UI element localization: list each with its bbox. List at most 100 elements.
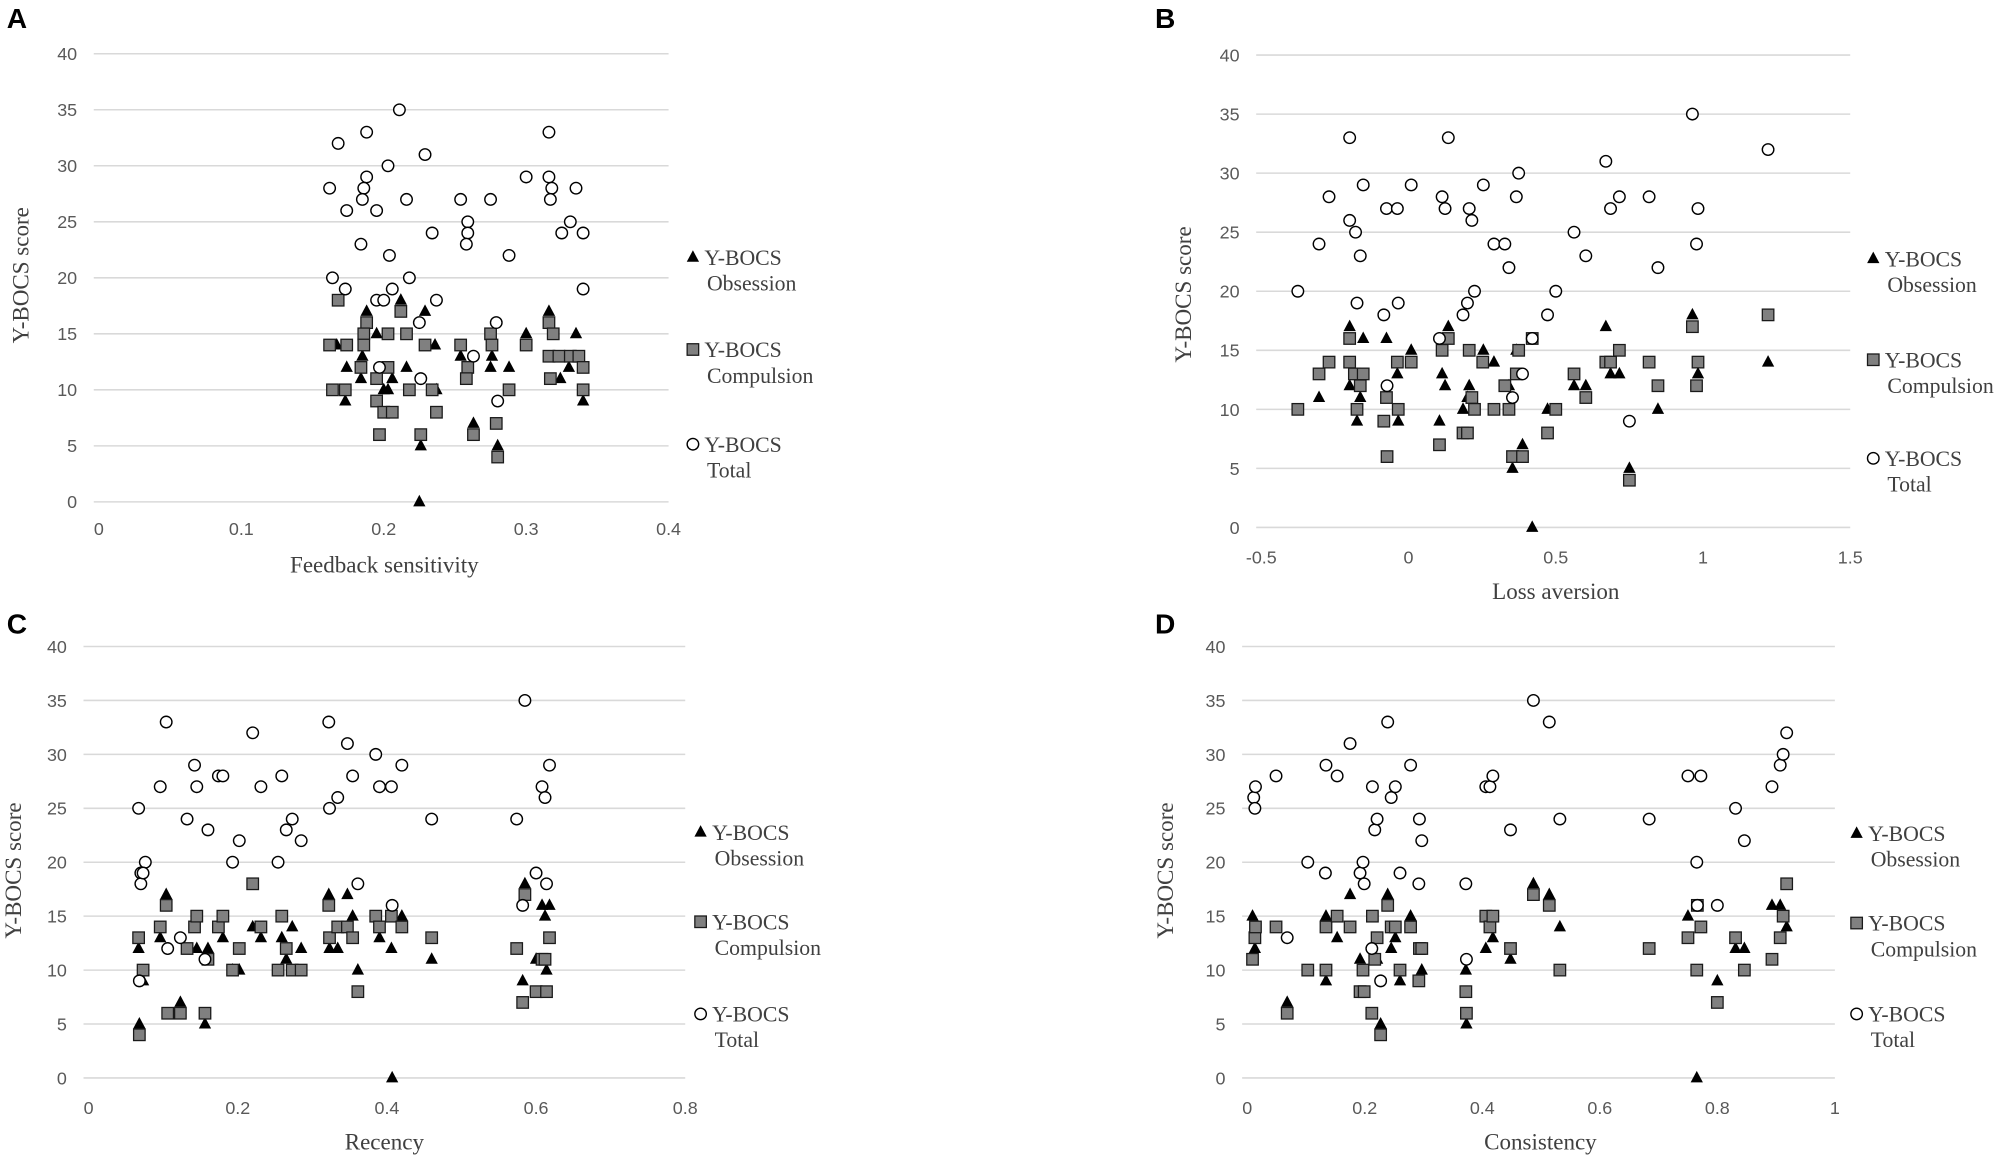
x-tick-label: 0.2 xyxy=(1352,1098,1377,1118)
legend-label-line1: Y-BOCS xyxy=(712,910,789,934)
data-point-square xyxy=(1642,942,1656,955)
data-point-triangle xyxy=(1331,930,1344,943)
data-point-circle xyxy=(1301,855,1315,869)
data-point-square xyxy=(1553,963,1567,977)
data-point-triangle xyxy=(356,349,369,361)
data-point-circle xyxy=(1412,877,1426,891)
data-point-triangle xyxy=(414,438,427,451)
data-point-circle xyxy=(518,693,532,707)
data-point-circle xyxy=(1441,131,1455,145)
data-point-square xyxy=(1460,1006,1473,1020)
data-point-square xyxy=(418,338,432,352)
data-point-circle xyxy=(1541,308,1554,322)
data-point-circle xyxy=(1365,942,1379,955)
data-point-circle xyxy=(1504,823,1517,837)
data-point-square xyxy=(1291,402,1305,416)
data-point-square xyxy=(1694,920,1708,934)
data-point-triangle xyxy=(1651,402,1665,414)
data-point-circle xyxy=(1549,284,1563,298)
data-point-circle xyxy=(159,715,173,729)
data-point-circle xyxy=(357,181,371,195)
x-tick-label: 0.5 xyxy=(1543,547,1568,567)
data-point-square xyxy=(1319,963,1333,977)
x-tick-label: 0.1 xyxy=(229,519,254,539)
legend-label-line1: Y-BOCS xyxy=(1868,1003,1945,1027)
data-point-square xyxy=(1246,952,1259,966)
data-point-square xyxy=(1468,402,1481,416)
data-point-square xyxy=(1350,402,1364,416)
y-tick-label: 30 xyxy=(1220,164,1240,184)
data-point-square xyxy=(1462,343,1476,357)
data-point-square xyxy=(381,327,395,341)
data-point-circle xyxy=(370,204,384,218)
data-point-circle xyxy=(1456,308,1470,322)
y-tick-label: 15 xyxy=(1206,907,1226,927)
data-point-circle xyxy=(226,855,240,869)
data-point-triangle xyxy=(1392,414,1405,426)
data-point-circle xyxy=(1343,131,1357,145)
data-point-square xyxy=(400,327,413,341)
data-point-square xyxy=(370,394,384,408)
data-point-square xyxy=(1390,355,1404,369)
legend-label-line1: Y-BOCS xyxy=(1868,822,1945,846)
data-point-circle xyxy=(275,769,289,783)
series-square xyxy=(323,293,590,464)
data-point-triangle xyxy=(1691,366,1705,379)
data-point-square xyxy=(1380,450,1394,463)
data-point-square xyxy=(542,316,556,330)
data-point-triangle xyxy=(132,941,145,953)
legend-label-line1: Y-BOCS xyxy=(704,246,781,270)
data-point-triangle xyxy=(1319,909,1333,921)
data-point-triangle xyxy=(428,337,442,350)
data-point-circle xyxy=(1356,855,1370,869)
series-circle xyxy=(132,693,556,988)
data-point-square xyxy=(1412,974,1426,988)
data-point-triangle xyxy=(1504,952,1517,964)
data-point-circle xyxy=(1390,202,1404,216)
data-point-circle xyxy=(1765,780,1779,794)
data-point-triangle xyxy=(1353,952,1367,964)
data-point-circle xyxy=(294,834,308,848)
data-point-square xyxy=(1542,898,1556,912)
data-point-circle xyxy=(1476,178,1490,192)
data-point-triangle xyxy=(1343,319,1356,332)
y-tick-label: 10 xyxy=(1206,960,1226,980)
data-point-circle xyxy=(1776,747,1790,761)
data-point-square xyxy=(1319,920,1333,934)
data-point-square xyxy=(1312,367,1326,381)
data-point-square xyxy=(529,985,543,999)
data-point-circle xyxy=(385,282,399,296)
data-point-circle xyxy=(1330,769,1344,783)
y-tick-label: 15 xyxy=(1220,341,1240,361)
data-point-circle xyxy=(576,282,590,296)
data-point-triangle xyxy=(275,930,288,943)
data-point-circle xyxy=(1412,812,1426,826)
x-tick-label: 1 xyxy=(1698,547,1708,567)
data-point-square xyxy=(485,338,499,352)
data-point-triangle xyxy=(1729,941,1742,953)
data-point-square xyxy=(294,963,308,977)
data-point-square xyxy=(538,952,552,966)
square-icon xyxy=(694,915,707,929)
data-point-circle xyxy=(1761,143,1775,156)
data-point-square xyxy=(1622,473,1636,487)
data-point-square xyxy=(540,985,553,999)
data-point-triangle xyxy=(190,941,203,953)
data-point-circle xyxy=(285,812,299,826)
data-point-circle xyxy=(1462,202,1476,216)
legend-label-line2: Total xyxy=(707,459,751,483)
data-point-circle xyxy=(136,866,150,880)
data-point-square xyxy=(1776,909,1790,923)
data-point-circle xyxy=(418,148,432,162)
legend-label-line1: Y-BOCS xyxy=(1885,348,1962,372)
data-point-square xyxy=(546,327,560,341)
data-point-circle xyxy=(216,769,230,783)
data-point-circle xyxy=(461,215,475,229)
data-point-square xyxy=(1368,952,1382,966)
data-point-square xyxy=(1681,931,1695,945)
data-point-triangle xyxy=(543,898,556,910)
y-tick-label: 35 xyxy=(1206,691,1226,711)
data-point-triangle xyxy=(1404,909,1417,921)
series-circle xyxy=(1291,107,1775,428)
data-point-triangle xyxy=(1553,919,1567,932)
